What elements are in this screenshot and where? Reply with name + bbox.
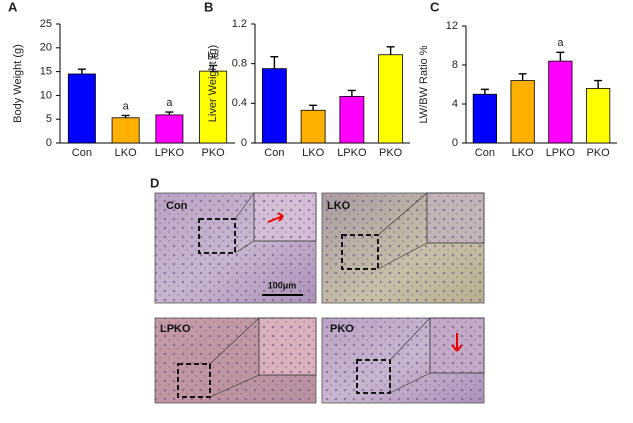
bar [300,109,326,144]
panel-label: D [150,175,159,190]
y-tick-label: 8 [452,59,458,71]
annotation: a [123,100,130,112]
y-tick-label: 0.4 [232,97,247,109]
y-tick-label: 0 [46,137,52,149]
histology-image: 100μm Con [154,192,317,304]
bar [510,80,535,144]
error-bar [77,68,86,74]
error-bar [270,56,279,69]
error-bar [480,88,489,95]
bar [155,114,184,144]
histology-image: LPKO [154,317,317,404]
error-bar [386,46,395,55]
bar [586,88,611,144]
x-tick-label: LPKO [337,147,367,159]
scale-bar-label: 100μm [268,280,297,290]
error-bar [165,111,174,115]
y-axis-label: LW/BW Ratio % [418,45,430,123]
y-axis-label: Body Weight (g) [12,44,24,123]
bar [261,68,287,144]
bar [378,54,404,144]
y-tick-label: 0.8 [232,58,247,70]
histology-image: LKO [321,192,485,304]
panel-label: B [204,0,213,14]
error-bar [518,73,527,81]
image-label: Con [166,200,188,212]
error-bar [121,114,130,118]
error-bar [594,79,603,89]
x-tick-label: LKO [115,147,137,159]
bar [472,93,497,144]
x-tick-label: Con [475,147,495,159]
x-tick-label: LPKO [155,147,185,159]
error-bar [209,64,218,72]
x-tick-label: LKO [512,147,534,159]
x-tick-label: PKO [587,147,611,159]
error-bar [347,89,356,97]
panel-label: A [8,0,18,14]
y-tick-label: 25 [40,18,52,30]
x-tick-label: Con [264,147,284,159]
error-bar [556,51,565,62]
annotation: bc [207,50,219,62]
y-tick-label: 0 [241,137,247,149]
image-label: PKO [330,323,354,335]
x-tick-label: PKO [202,147,226,159]
panel-label: C [430,0,440,14]
x-tick-label: PKO [379,147,403,159]
x-tick-label: LPKO [546,147,576,159]
bar [548,60,573,144]
y-tick-label: 10 [40,89,52,101]
y-tick-label: 4 [452,98,458,110]
annotation: a [557,37,564,49]
x-tick-label: Con [72,147,92,159]
annotation: a [166,97,173,109]
bar [67,73,96,144]
y-tick-label: 1.2 [232,18,247,30]
y-tick-label: 5 [46,113,52,125]
image-label: LKO [327,200,351,212]
y-tick-label: 12 [446,20,458,32]
x-tick-label: LKO [302,147,324,159]
image-label: LPKO [160,323,191,335]
histology-image: PKO [321,317,485,404]
y-axis-label: Liver Weight (g) [207,45,219,122]
bar [111,117,140,144]
y-tick-label: 20 [40,42,52,54]
bar [339,95,365,144]
bar [199,70,228,144]
error-bar [309,104,318,111]
y-tick-label: 0 [452,137,458,149]
y-tick-label: 15 [40,66,52,78]
